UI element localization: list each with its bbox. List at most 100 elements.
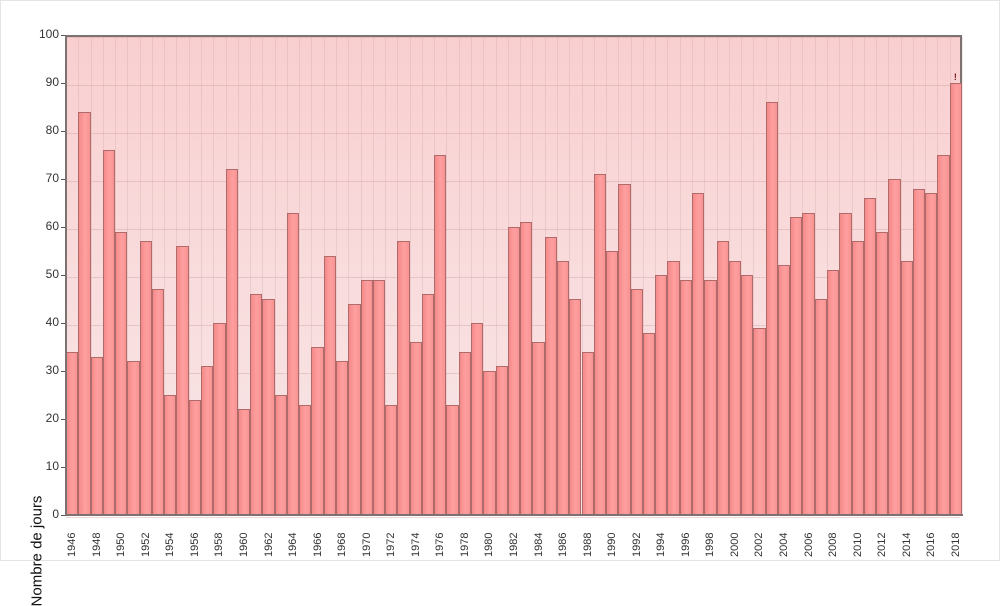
h-gridline xyxy=(66,85,960,86)
v-gridline xyxy=(348,37,350,515)
bar-1954 xyxy=(164,395,177,515)
bar-1966 xyxy=(311,347,324,515)
bar-2015 xyxy=(912,188,926,515)
bar-2003 xyxy=(765,102,778,515)
bar-1959 xyxy=(225,169,238,515)
x-tick-label: 1976 xyxy=(434,532,447,557)
bar-2010 xyxy=(851,241,864,515)
y-axis-line xyxy=(65,35,67,516)
x-tick-label: 1964 xyxy=(287,532,300,557)
x-tick-label: 1996 xyxy=(679,532,692,557)
y-tick-mark xyxy=(61,275,66,276)
v-gridline xyxy=(372,37,374,515)
bar-1989 xyxy=(593,174,607,515)
h-gridline xyxy=(66,133,960,134)
bar-1996 xyxy=(679,279,692,515)
v-gridline xyxy=(679,37,681,515)
v-gridline xyxy=(421,37,423,515)
y-tick-label: 50 xyxy=(45,267,59,281)
bar-1947 xyxy=(78,111,91,515)
y-tick-label: 30 xyxy=(45,363,59,377)
x-tick-label: 1946 xyxy=(66,532,79,557)
bar-1997 xyxy=(691,193,705,515)
bar-1958 xyxy=(213,323,226,515)
y-tick-label: 100 xyxy=(38,27,59,41)
bar-1987 xyxy=(569,299,582,515)
x-tick-label: 2014 xyxy=(900,532,913,557)
y-tick-mark xyxy=(61,323,66,324)
bar-1980 xyxy=(483,371,496,515)
bar-1975 xyxy=(421,294,435,515)
bar-1982 xyxy=(507,227,521,515)
x-tick-label: 1988 xyxy=(581,532,594,557)
y-tick-label: 80 xyxy=(45,123,59,137)
x-tick-label: 1990 xyxy=(606,532,619,557)
x-axis-line xyxy=(65,514,963,516)
bar-2002 xyxy=(753,327,766,515)
v-gridline xyxy=(642,37,644,515)
bar-1988 xyxy=(581,351,594,515)
v-gridline xyxy=(188,37,190,515)
x-tick-label: 1958 xyxy=(213,532,226,557)
x-tick-label: 1994 xyxy=(655,532,668,557)
bar-1964 xyxy=(286,212,300,515)
bar-2011 xyxy=(863,198,877,515)
y-tick-mark xyxy=(61,419,66,420)
h-gridline xyxy=(66,37,960,38)
bar-1979 xyxy=(471,323,484,515)
y-tick-mark xyxy=(61,179,66,180)
bar-1946 xyxy=(66,351,79,515)
bar-1965 xyxy=(299,404,312,515)
y-tick-mark xyxy=(61,83,66,84)
v-gridline xyxy=(250,37,252,515)
x-tick-label: 2008 xyxy=(827,532,840,557)
x-tick-label: 1950 xyxy=(115,532,128,557)
bar-1955 xyxy=(176,246,189,515)
x-tick-label: 2002 xyxy=(753,532,766,557)
v-gridline xyxy=(630,37,632,515)
bar-1969 xyxy=(348,303,361,515)
x-tick-label: 1972 xyxy=(385,532,398,557)
bar-1993 xyxy=(642,332,656,515)
v-gridline xyxy=(237,37,239,515)
v-gridline xyxy=(151,37,153,515)
v-gridline xyxy=(385,37,387,515)
y-tick-mark xyxy=(61,371,66,372)
bar-2005 xyxy=(790,217,803,515)
v-gridline xyxy=(814,37,816,515)
y-tick-mark xyxy=(61,35,66,36)
bar-2012 xyxy=(876,231,889,515)
x-tick-label: 1984 xyxy=(532,532,545,557)
bar-1957 xyxy=(201,366,214,515)
y-tick-mark xyxy=(61,467,66,468)
x-tick-label: 1962 xyxy=(262,532,275,557)
bar-1962 xyxy=(262,299,275,515)
y-tick-label: 70 xyxy=(45,171,59,185)
v-gridline xyxy=(90,37,92,515)
x-tick-label: 1966 xyxy=(311,532,324,557)
bar-2009 xyxy=(839,212,852,515)
bar-2014 xyxy=(900,260,913,515)
y-tick-mark xyxy=(61,131,66,132)
v-gridline xyxy=(201,37,202,515)
y-tick-label: 40 xyxy=(45,315,59,329)
bar-1973 xyxy=(397,241,410,515)
bar-1983 xyxy=(520,222,533,515)
bar-2013 xyxy=(888,179,901,515)
bar-1976 xyxy=(434,155,447,515)
provisional-marker: ! xyxy=(953,72,957,82)
y-tick-mark xyxy=(61,227,66,228)
x-tick-label: 1986 xyxy=(557,532,570,557)
bar-1949 xyxy=(102,150,116,515)
x-tick-label: 2012 xyxy=(876,532,889,557)
bar-1961 xyxy=(250,294,263,515)
x-tick-label: 1952 xyxy=(139,532,152,557)
bar-1999 xyxy=(716,241,729,515)
v-gridline xyxy=(458,37,460,515)
v-gridline xyxy=(127,37,129,515)
bar-1977 xyxy=(446,404,459,515)
bar-1953 xyxy=(151,289,165,515)
x-tick-label: 2016 xyxy=(925,532,938,557)
y-tick-label: 20 xyxy=(45,411,59,425)
